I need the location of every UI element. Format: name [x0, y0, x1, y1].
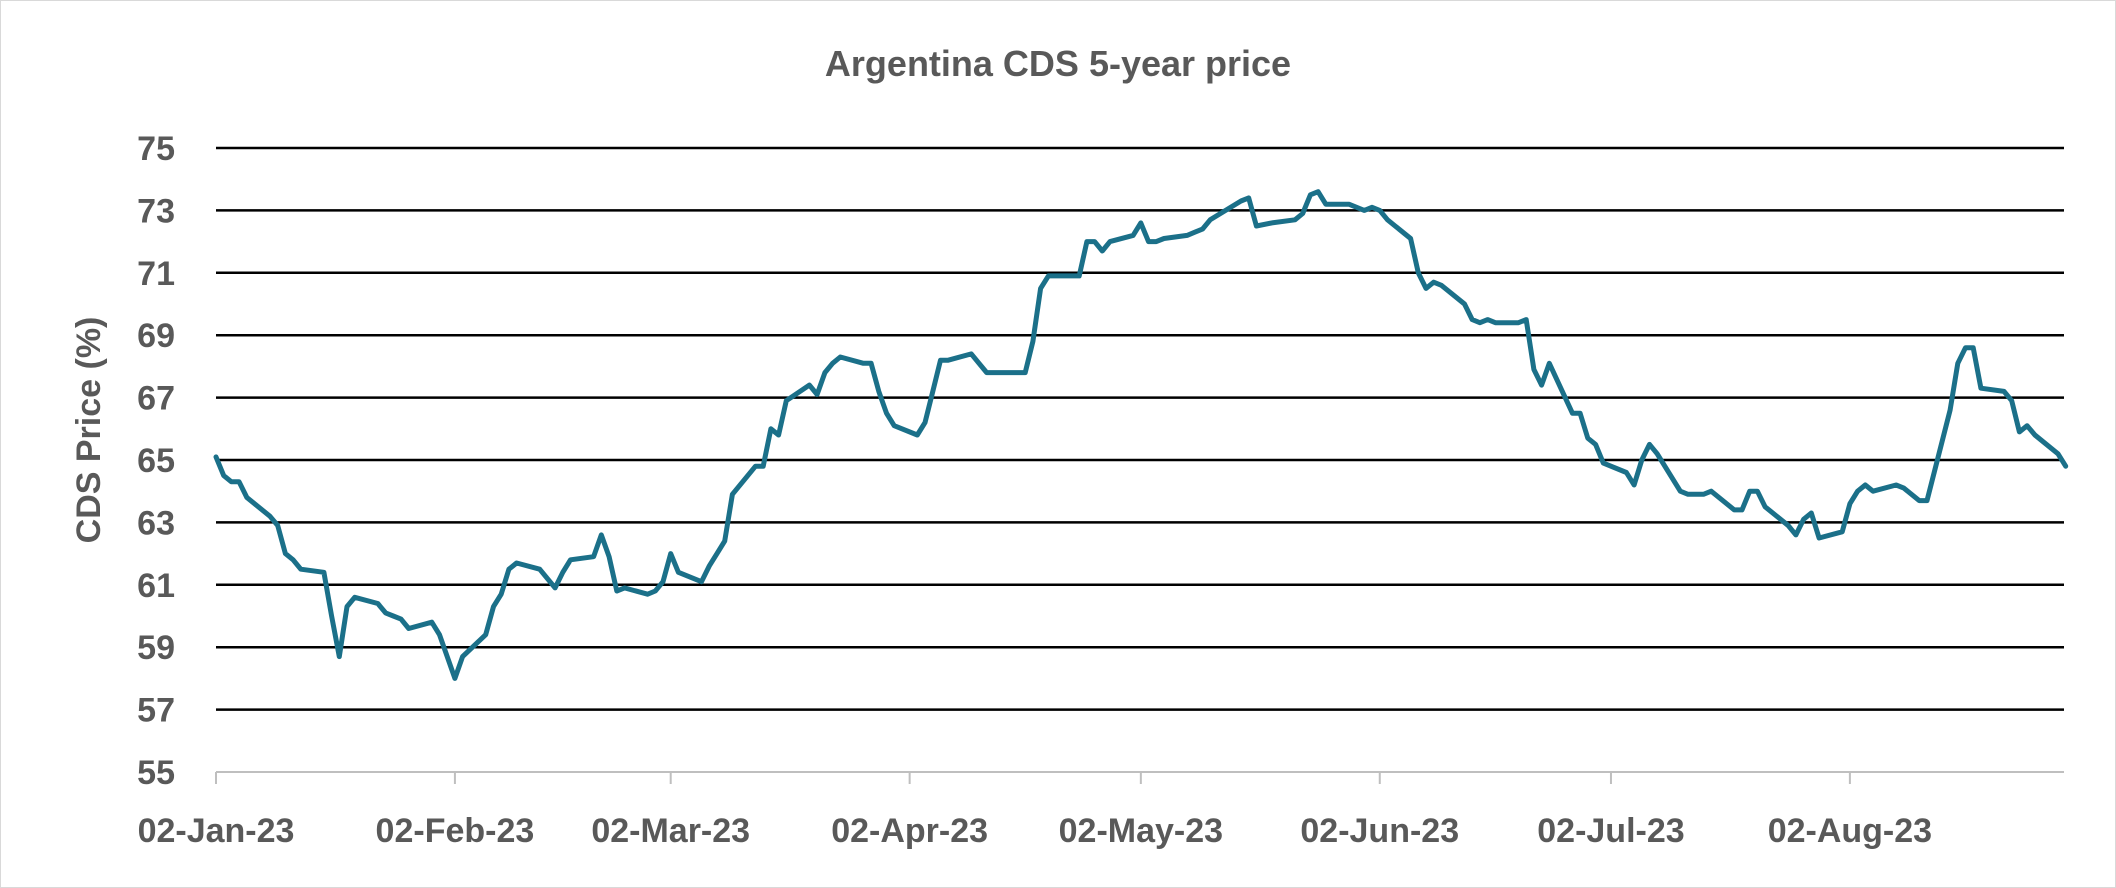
- x-tick-label: 02-Aug-23: [1768, 812, 1932, 850]
- y-tick-label: 59: [137, 629, 175, 667]
- y-tick-label: 65: [137, 442, 175, 480]
- y-tick-label: 71: [137, 255, 175, 293]
- y-tick-label: 67: [137, 380, 175, 418]
- x-tick-label: 02-Jan-23: [138, 812, 295, 850]
- y-tick-label: 55: [137, 754, 175, 792]
- x-tick-label: 02-Jun-23: [1300, 812, 1459, 850]
- y-axis-ticks: 55 57 59 61 63 65 67 69 71 73 75: [137, 130, 175, 792]
- y-axis-label: CDS Price (%): [70, 317, 108, 544]
- x-tick-label: 02-May-23: [1059, 812, 1223, 850]
- gridlines: [216, 146, 2064, 711]
- x-tick-label: 02-Feb-23: [376, 812, 535, 850]
- y-tick-label: 73: [137, 192, 175, 230]
- x-tick-label: 02-Mar-23: [591, 812, 750, 850]
- x-tick-label: 02-Jul-23: [1537, 812, 1684, 850]
- x-tick-label: 02-Apr-23: [831, 812, 988, 850]
- y-tick-label: 63: [137, 504, 175, 542]
- series-line: [213, 189, 2069, 681]
- y-tick-label: 57: [137, 692, 175, 730]
- y-tick-label: 75: [137, 130, 175, 168]
- y-tick-label: 69: [137, 317, 175, 355]
- y-tick-label: 61: [137, 567, 175, 605]
- chart-title: Argentina CDS 5-year price: [825, 43, 1291, 84]
- x-axis: 02-Jan-23 02-Feb-23 02-Mar-23 02-Apr-23 02-M…: [138, 771, 2064, 850]
- series-group: [213, 189, 2069, 681]
